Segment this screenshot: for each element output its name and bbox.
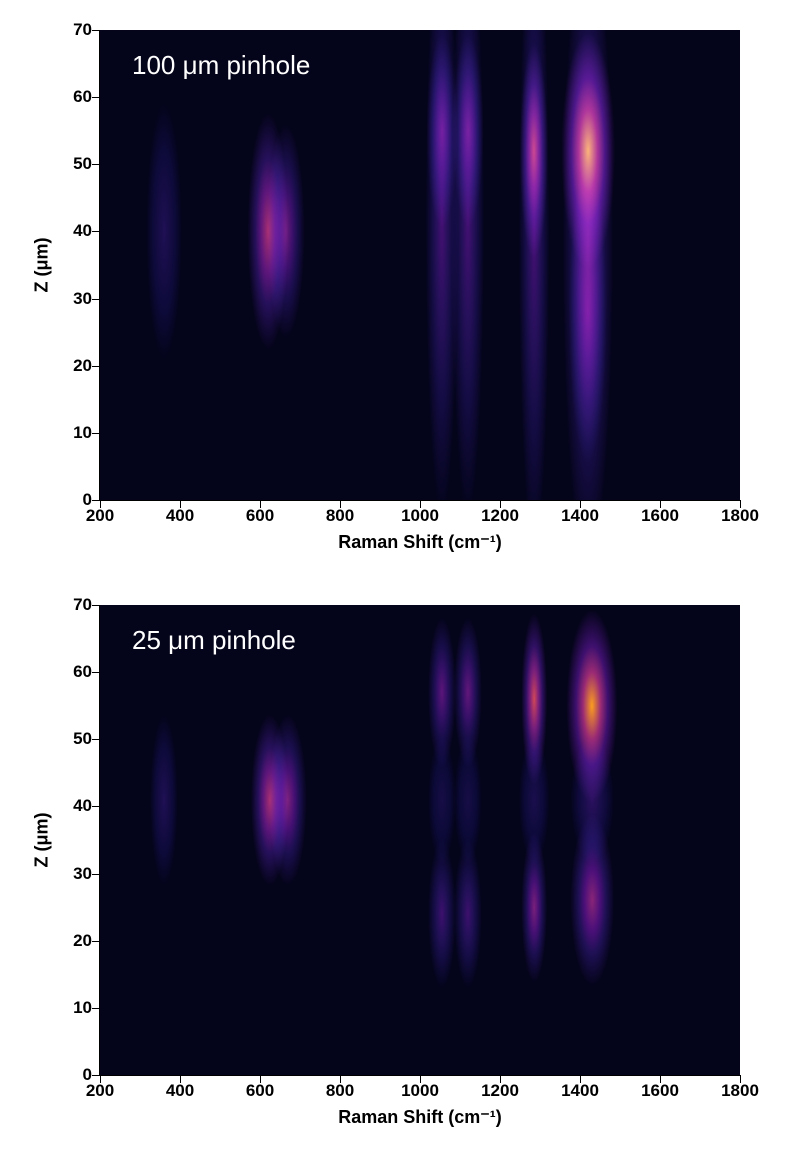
- heatmap-blob: [561, 33, 615, 269]
- heatmap-blob: [521, 613, 547, 785]
- y-tick-label: 30: [73, 864, 92, 884]
- x-axis-label: Raman Shift (cm⁻¹): [338, 1107, 502, 1128]
- y-tick-mark: [92, 605, 100, 606]
- x-tick-label: 800: [326, 1081, 354, 1101]
- y-tick-mark: [92, 30, 100, 31]
- plot-area: 100 μm pinhole: [100, 30, 740, 500]
- y-tick-label: 10: [73, 423, 92, 443]
- x-tick-label: 1600: [641, 1081, 679, 1101]
- x-tick-label: 800: [326, 506, 354, 526]
- heatmap-blob: [453, 34, 484, 227]
- x-tick-label: 1400: [561, 1081, 599, 1101]
- x-tick-label: 400: [166, 1081, 194, 1101]
- x-tick-mark: [180, 500, 181, 508]
- y-tick-label: 20: [73, 356, 92, 376]
- heatmap-blob: [428, 617, 456, 767]
- y-tick-label: 0: [83, 1065, 92, 1085]
- y-tick-label: 20: [73, 931, 92, 951]
- y-axis-label: Z (μm): [32, 812, 53, 867]
- y-tick-mark: [92, 672, 100, 673]
- y-tick-label: 60: [73, 662, 92, 682]
- heatmap-blob: [146, 103, 182, 361]
- heatmap-blob: [428, 839, 456, 989]
- x-tick-label: 1000: [401, 1081, 439, 1101]
- x-tick-mark: [420, 1075, 421, 1083]
- y-tick-mark: [92, 1008, 100, 1009]
- y-tick-mark: [92, 941, 100, 942]
- y-tick-mark: [92, 164, 100, 165]
- x-tick-label: 1200: [481, 1081, 519, 1101]
- y-tick-mark: [92, 433, 100, 434]
- heatmap-blob: [248, 113, 289, 349]
- heatmap-blob: [251, 714, 289, 886]
- x-tick-mark: [660, 500, 661, 508]
- plot-area: 25 μm pinhole: [100, 605, 740, 1075]
- heatmap-panel-25um: 25 μm pinhole Raman Shift (cm⁻¹) Z (μm) …: [100, 605, 740, 1075]
- x-axis-label: Raman Shift (cm⁻¹): [338, 532, 502, 553]
- x-tick-label: 1800: [721, 506, 759, 526]
- x-tick-mark: [340, 500, 341, 508]
- heatmap-blob: [150, 714, 178, 886]
- x-tick-mark: [740, 500, 741, 508]
- y-axis-line: [99, 30, 100, 500]
- y-tick-label: 50: [73, 154, 92, 174]
- y-axis-label: Z (μm): [32, 237, 53, 292]
- x-tick-label: 1200: [481, 506, 519, 526]
- heatmap-blob: [454, 617, 482, 767]
- y-tick-label: 10: [73, 998, 92, 1018]
- x-tick-label: 1800: [721, 1081, 759, 1101]
- x-tick-mark: [500, 1075, 501, 1083]
- y-tick-label: 50: [73, 729, 92, 749]
- heatmap-blob: [566, 609, 617, 802]
- y-tick-mark: [92, 1075, 100, 1076]
- x-tick-label: 400: [166, 506, 194, 526]
- x-tick-mark: [500, 500, 501, 508]
- y-tick-label: 40: [73, 796, 92, 816]
- x-tick-mark: [100, 1075, 101, 1083]
- heatmap-blobs-layer: [100, 605, 740, 1075]
- y-tick-mark: [92, 874, 100, 875]
- x-tick-mark: [260, 500, 261, 508]
- heatmap-blobs-layer: [100, 30, 740, 500]
- x-tick-label: 1600: [641, 506, 679, 526]
- y-tick-label: 0: [83, 490, 92, 510]
- x-tick-label: 1000: [401, 506, 439, 526]
- x-tick-mark: [580, 500, 581, 508]
- x-tick-mark: [740, 1075, 741, 1083]
- x-tick-mark: [580, 1075, 581, 1083]
- y-tick-label: 30: [73, 289, 92, 309]
- y-tick-label: 40: [73, 221, 92, 241]
- heatmap-blob: [521, 832, 547, 982]
- heatmap-blob: [570, 814, 614, 986]
- y-tick-mark: [92, 500, 100, 501]
- x-tick-label: 1400: [561, 506, 599, 526]
- y-tick-label: 70: [73, 20, 92, 40]
- y-tick-mark: [92, 231, 100, 232]
- heatmap-blob: [454, 839, 482, 989]
- x-tick-label: 600: [246, 506, 274, 526]
- y-tick-label: 70: [73, 595, 92, 615]
- y-tick-mark: [92, 97, 100, 98]
- x-tick-mark: [660, 1075, 661, 1083]
- heatmap-panel-100um: 100 μm pinhole Raman Shift (cm⁻¹) Z (μm)…: [100, 30, 740, 500]
- y-axis-line: [99, 605, 100, 1075]
- x-tick-mark: [100, 500, 101, 508]
- x-tick-mark: [420, 500, 421, 508]
- y-tick-mark: [92, 366, 100, 367]
- figure-page: 100 μm pinhole Raman Shift (cm⁻¹) Z (μm)…: [0, 0, 800, 1174]
- x-tick-mark: [180, 1075, 181, 1083]
- heatmap-blob: [520, 43, 548, 258]
- y-tick-mark: [92, 739, 100, 740]
- y-tick-label: 60: [73, 87, 92, 107]
- x-tick-mark: [260, 1075, 261, 1083]
- x-tick-label: 600: [246, 1081, 274, 1101]
- y-tick-mark: [92, 299, 100, 300]
- x-tick-mark: [340, 1075, 341, 1083]
- y-tick-mark: [92, 806, 100, 807]
